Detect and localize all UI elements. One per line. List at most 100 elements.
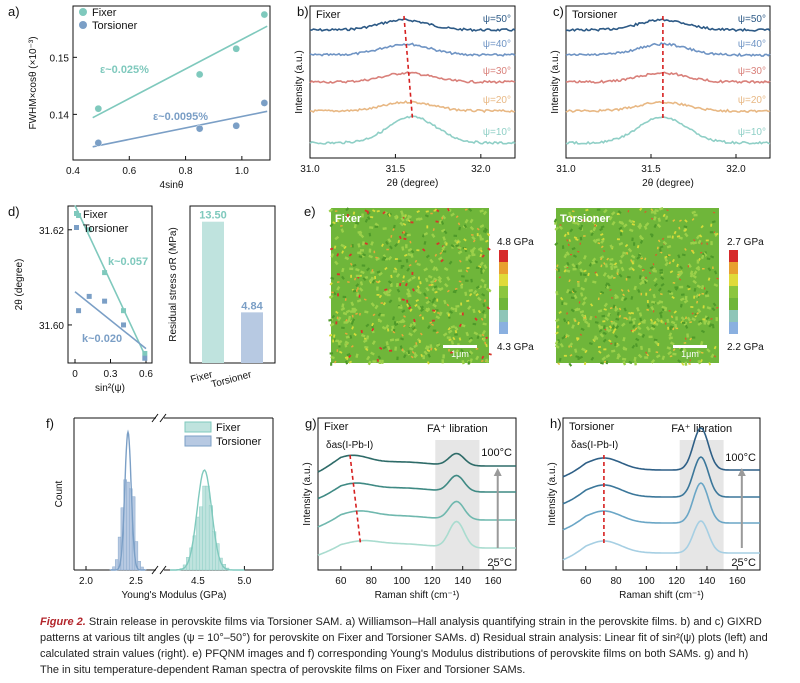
map-grain-0 <box>432 277 438 282</box>
map-grain-1 <box>619 229 624 233</box>
map-grain-0 <box>405 217 410 222</box>
map-grain-0 <box>452 336 456 341</box>
map-grain-1 <box>696 259 700 264</box>
map-grain-1 <box>618 259 623 265</box>
map-grain-1 <box>613 293 619 299</box>
map-grain-1 <box>620 253 625 259</box>
map-grain-0 <box>481 329 486 335</box>
map-grain-1 <box>594 271 597 274</box>
map-grain-0 <box>393 270 398 273</box>
map-grain-1 <box>625 278 628 281</box>
map-grain-0 <box>434 279 437 283</box>
map-grain-1 <box>575 221 581 226</box>
map-grain-0 <box>435 331 439 334</box>
colorbar-segment-1 <box>729 250 738 262</box>
map-grain-1 <box>580 224 584 229</box>
map-grain-0 <box>397 239 401 244</box>
temp-low-label-h: 25°C <box>731 557 756 569</box>
map-grain-1 <box>653 338 658 342</box>
map-grain-1 <box>565 288 570 294</box>
map-grain-0 <box>416 285 420 289</box>
map-grain-0 <box>408 323 413 328</box>
map-grain-1 <box>686 284 691 289</box>
map-grain-0 <box>483 283 487 289</box>
map-grain-1 <box>706 348 711 353</box>
map-grain-0 <box>410 355 414 359</box>
map-grain-0 <box>334 235 340 241</box>
map-grain-1 <box>672 281 676 284</box>
map-grain-0 <box>450 212 455 217</box>
map-grain-1 <box>590 232 594 237</box>
map-grain-0 <box>413 352 417 357</box>
map-grain-1 <box>691 210 696 215</box>
map-grain-1 <box>600 233 604 237</box>
map-grain-0 <box>422 355 425 360</box>
map-grain-1 <box>620 266 625 272</box>
map-grain-0 <box>382 210 386 215</box>
map-grain-0 <box>450 325 456 329</box>
map-grain-0 <box>333 245 337 249</box>
map-grain-1 <box>710 223 713 227</box>
data-point-d <box>102 298 108 304</box>
map-grain-0 <box>362 339 368 344</box>
map-grain-0 <box>335 219 340 223</box>
map-grain-0 <box>471 253 476 257</box>
map-grain-0 <box>358 287 364 292</box>
map-grain-0 <box>378 359 382 364</box>
map-grain-1 <box>705 239 709 242</box>
map-grain-1 <box>636 245 640 249</box>
psi-label-c: ψ=10° <box>738 127 766 138</box>
map-grain-1 <box>676 273 681 279</box>
map-grain-0 <box>460 323 466 328</box>
map-grain-0 <box>346 214 349 218</box>
map-grain-0 <box>422 248 426 252</box>
map-grain-1 <box>659 268 664 272</box>
map-grain-1 <box>713 345 717 350</box>
map-grain-1 <box>612 330 616 334</box>
axis-break-f <box>159 413 167 423</box>
map-grain-1 <box>669 270 674 274</box>
map-grain-0 <box>394 346 398 351</box>
map-grain-0 <box>394 258 398 260</box>
map-grain-0 <box>375 280 379 284</box>
map-grain-1 <box>614 334 619 339</box>
colorbar-segment-0 <box>499 250 508 262</box>
map-grain-1 <box>597 324 602 329</box>
map-grain-0 <box>423 231 429 236</box>
map-grain-0 <box>454 330 458 334</box>
map-grain-0 <box>441 359 445 364</box>
map-grain-0 <box>382 291 388 296</box>
map-grain-1 <box>675 327 679 330</box>
map-grain-1 <box>574 307 579 312</box>
map-grain-1 <box>693 270 698 276</box>
map-grain-0 <box>411 350 415 354</box>
map-grain-1 <box>574 348 578 353</box>
map-grain-1 <box>649 265 654 270</box>
data-point-d <box>86 293 92 299</box>
panel-title-c: Torsioner <box>572 9 618 21</box>
temp-arrowhead-g <box>493 468 502 476</box>
map-grain-0 <box>357 251 362 255</box>
map-grain-1 <box>599 333 605 338</box>
legend-label-f-torsioner: Torsioner <box>216 436 262 448</box>
map-grain-1 <box>712 324 715 329</box>
map-grain-0 <box>418 339 421 343</box>
map-grain-0 <box>469 292 473 297</box>
x-axis-label-f: Young's Modulus (GPa) <box>122 590 227 601</box>
colorbar-segment-0 <box>499 274 508 286</box>
map-grain-1 <box>563 253 568 259</box>
map-grain-1 <box>691 312 694 315</box>
map-grain-1 <box>672 219 676 222</box>
map-grain-1 <box>623 317 626 319</box>
map-grain-0 <box>394 322 399 327</box>
map-grain-1 <box>565 333 570 338</box>
map-grain-1 <box>696 349 702 354</box>
map-grain-0 <box>345 335 351 339</box>
x-tick-label-h: 80 <box>610 576 622 587</box>
map-grain-1 <box>627 247 633 253</box>
map-grain-1 <box>620 296 625 302</box>
map-grain-1 <box>636 325 642 331</box>
map-grain-0 <box>457 269 463 273</box>
map-grain-0 <box>330 355 335 360</box>
map-grain-0 <box>435 220 439 223</box>
